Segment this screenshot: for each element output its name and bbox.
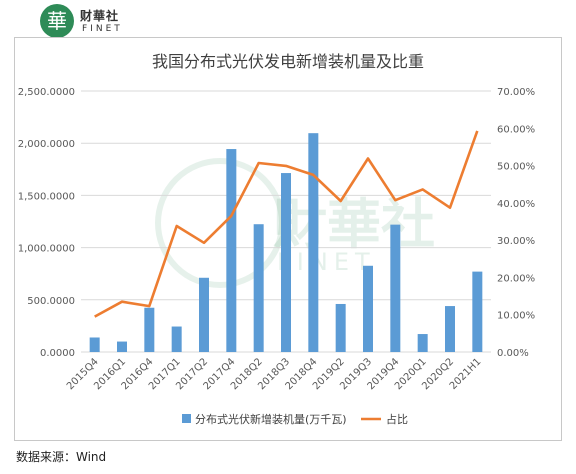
logo-mark-icon: 華	[40, 4, 74, 38]
left-tick-label: 2,500.0000	[18, 87, 75, 98]
ratio-line	[94, 130, 479, 318]
brand-subname: FINET	[82, 24, 123, 34]
legend-bar-swatch	[182, 414, 191, 423]
left-tick-label: 2,000.0000	[18, 139, 75, 150]
bar	[335, 303, 346, 352]
left-tick-label: 500.0000	[27, 296, 75, 307]
brand-logo: 華 财華社 FINET	[40, 4, 150, 38]
bar	[363, 265, 373, 352]
source-note: 数据来源：Wind	[16, 450, 107, 464]
legend: 分布式光伏新增装机量(万千瓦) 占比	[182, 412, 408, 426]
right-tick-label: 70.00%	[497, 87, 535, 98]
bar-series	[89, 133, 483, 352]
legend-bar-label: 分布式光伏新增装机量(万千瓦)	[195, 412, 347, 426]
watermark-subtext: FINET	[277, 248, 376, 276]
line-series	[94, 130, 479, 318]
bar	[308, 133, 319, 352]
legend-line-label: 占比	[386, 412, 408, 426]
bar	[281, 173, 291, 352]
chart-frame: 財華社 FINET 0.0000 500.0000 1,000.0000 1,500.0…	[14, 37, 562, 441]
bar	[171, 326, 182, 352]
right-tick-label: 60.00%	[497, 124, 535, 135]
right-tick-label: 40.00%	[497, 199, 535, 210]
bar	[226, 149, 237, 352]
right-axis-ticks: 0.00% 10.00% 20.00% 30.00% 40.00% 50.00% 60.00…	[497, 87, 535, 359]
bar	[89, 337, 100, 352]
right-tick-label: 50.00%	[497, 162, 535, 173]
bar	[390, 224, 401, 352]
right-tick-label: 0.00%	[497, 348, 529, 359]
bar	[445, 306, 455, 352]
brand-name: 财華社	[80, 9, 120, 23]
right-tick-label: 20.00%	[497, 273, 535, 284]
watermark-text: 財華社	[273, 193, 435, 256]
bar	[472, 271, 483, 352]
bar	[117, 341, 127, 352]
left-axis-ticks: 0.0000 500.0000 1,000.0000 1,500.0000 2,000.…	[18, 87, 75, 359]
bar	[199, 277, 209, 352]
right-tick-label: 30.00%	[497, 236, 535, 247]
right-tick-label: 10.00%	[497, 311, 535, 322]
left-tick-label: 1,500.0000	[18, 191, 75, 202]
bar	[253, 224, 264, 352]
bar	[417, 334, 428, 352]
chart-title: 我国分布式光伏发电新增装机量及比重	[152, 52, 424, 71]
left-tick-label: 1,000.0000	[18, 244, 75, 255]
bar	[144, 307, 155, 352]
x-axis-ticks: 2015Q42016Q12016Q42017Q12017Q22017Q42018…	[65, 356, 484, 392]
left-tick-label: 0.0000	[40, 348, 75, 359]
